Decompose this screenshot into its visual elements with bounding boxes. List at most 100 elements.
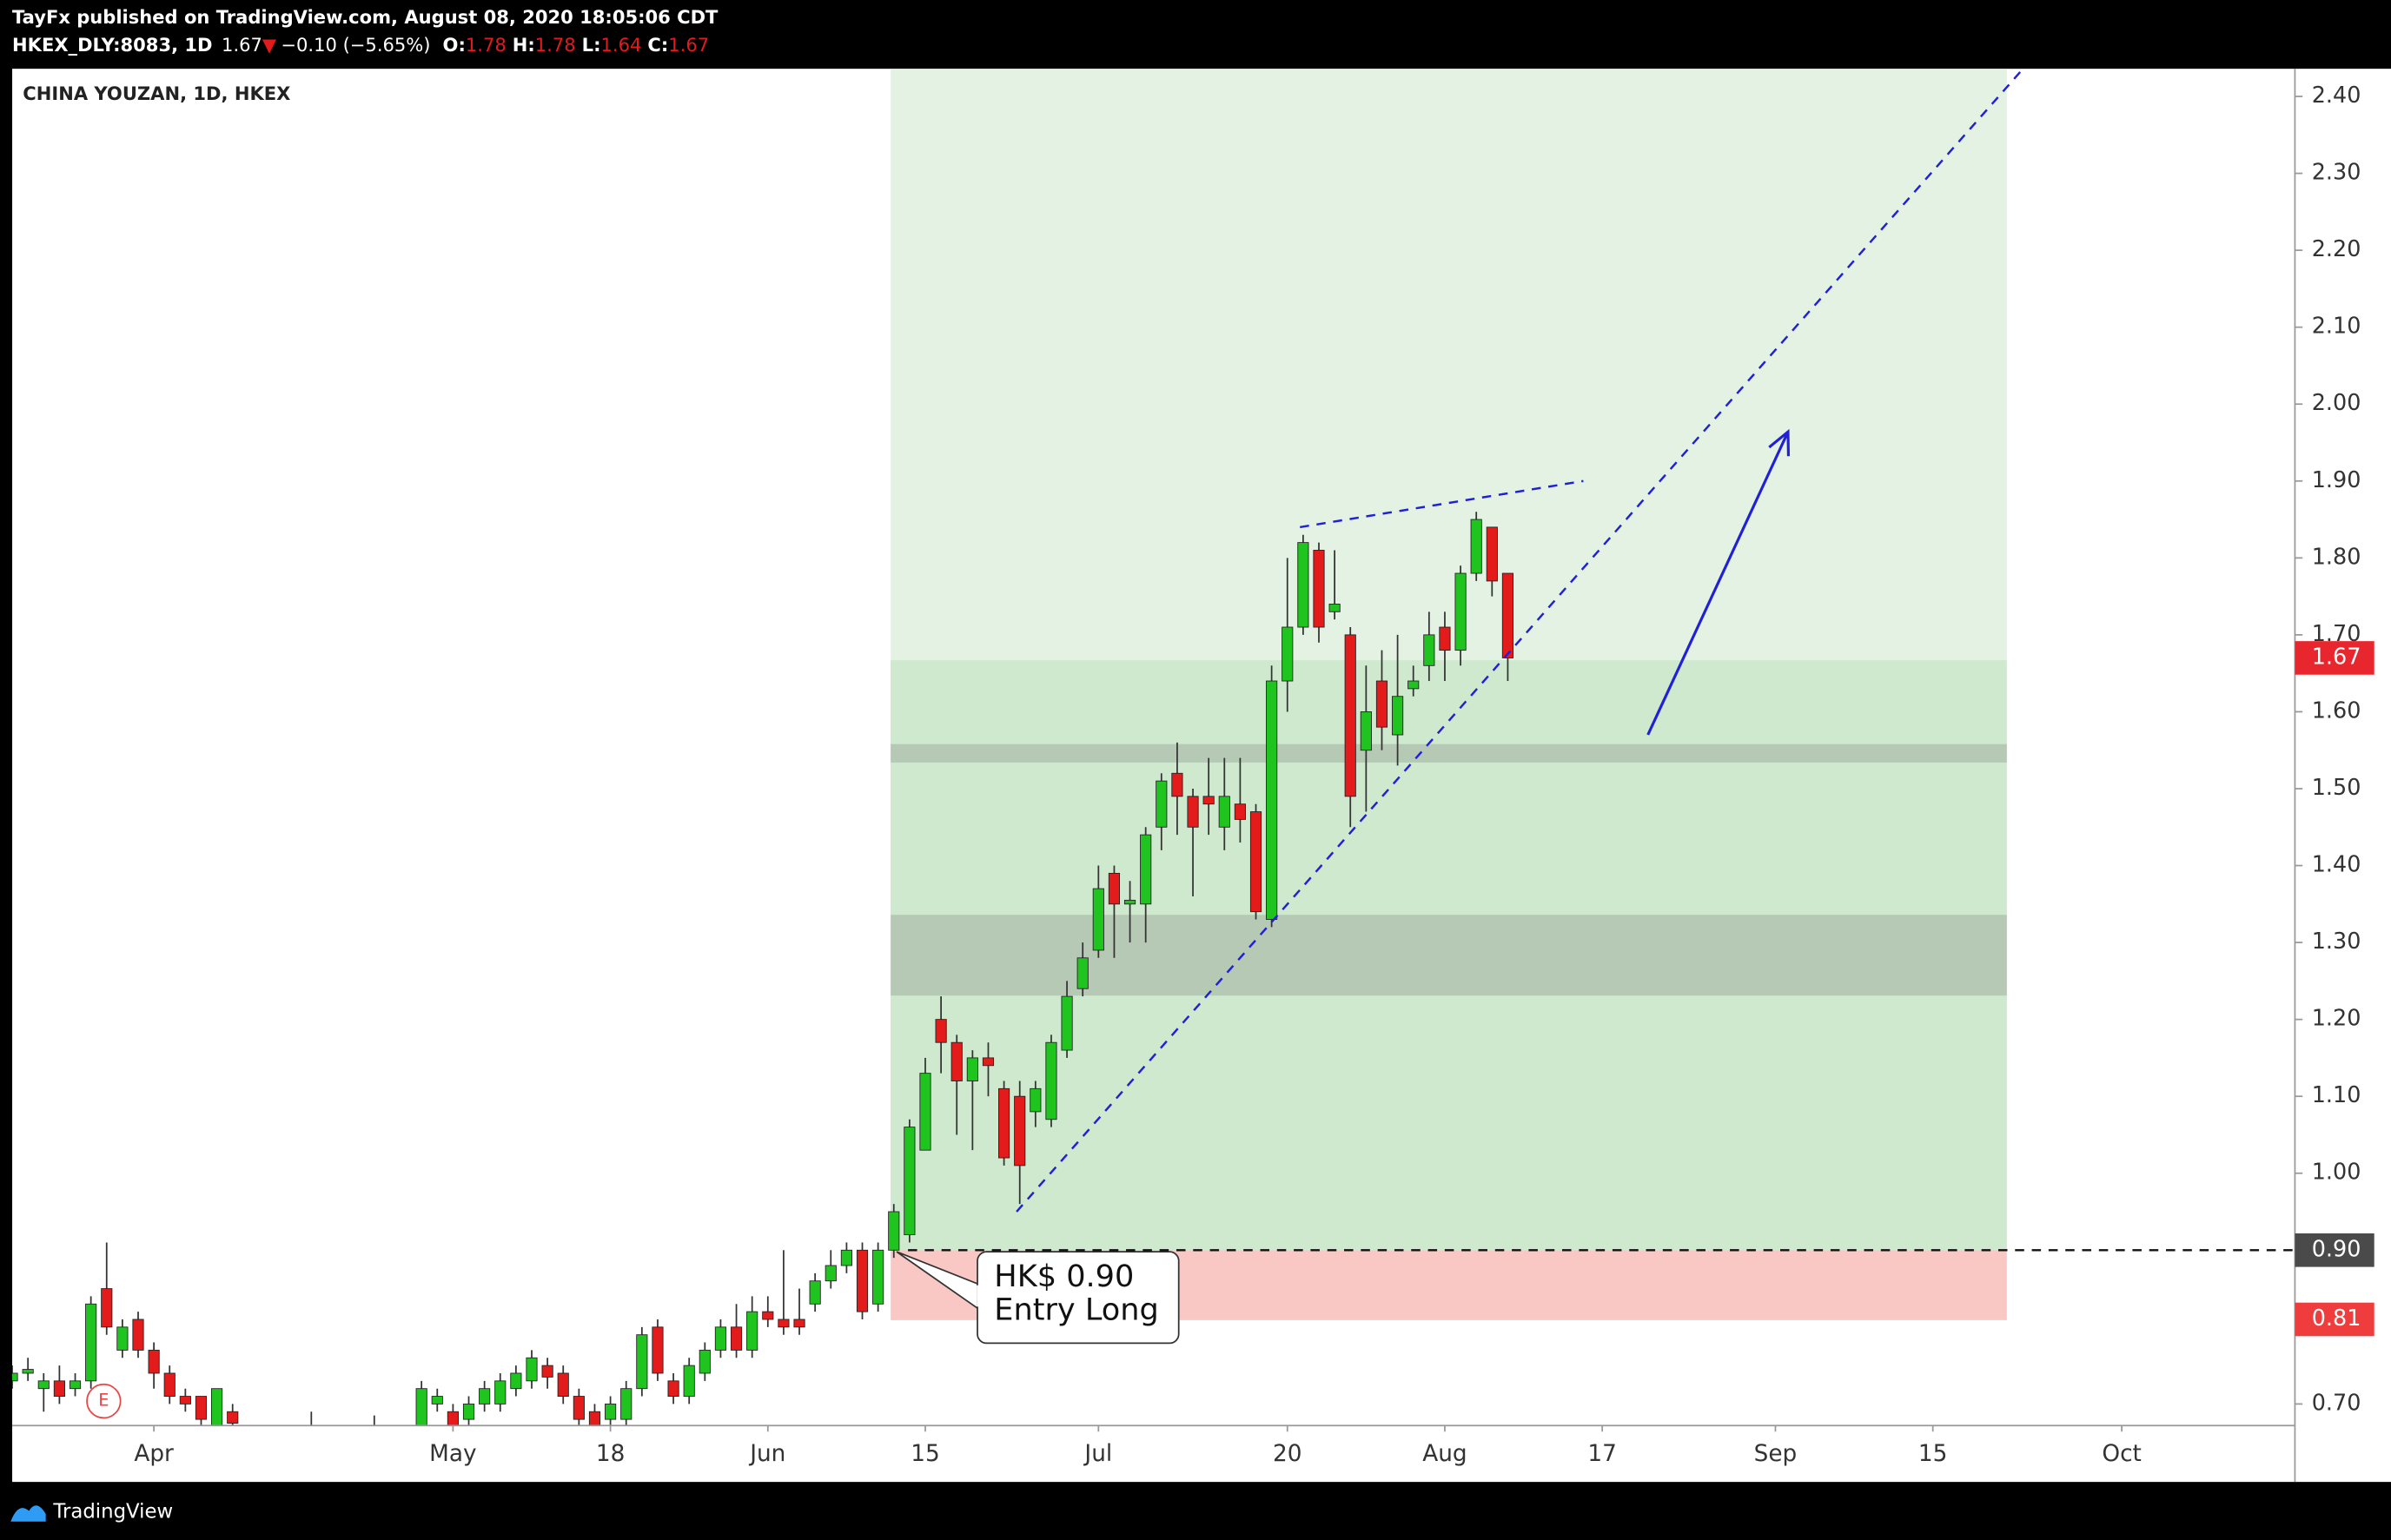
candle-body (22, 1369, 34, 1374)
x-tick-label: Oct (2102, 1441, 2142, 1467)
price-badge (2295, 641, 2374, 675)
candle-body (227, 1411, 239, 1424)
candle-body (1439, 626, 1451, 651)
candle-body (447, 1411, 459, 1426)
x-tick-label: Jun (748, 1441, 785, 1467)
y-tick-label: 2.10 (2312, 313, 2361, 339)
candle-body (1045, 1041, 1057, 1120)
candle-body (762, 1311, 774, 1320)
symbol: HKEX_DLY:8083, 1D (12, 34, 212, 56)
candle-body (699, 1349, 711, 1374)
price-badge-label: 0.90 (2312, 1235, 2361, 1261)
y-tick-label: 1.00 (2312, 1159, 2361, 1185)
x-tick-label: 15 (911, 1441, 939, 1467)
candle-body (1092, 888, 1104, 951)
callout-line: Entry Long (994, 1292, 1158, 1328)
candle-body (1014, 1095, 1026, 1167)
candle-body (179, 1396, 191, 1405)
candle-body (541, 1365, 553, 1378)
candle-body (605, 1403, 617, 1420)
candle-body (462, 1403, 475, 1420)
candle-body (1454, 572, 1467, 651)
x-tick-label: Aug (1422, 1441, 1467, 1467)
change-arrow: ▼ (262, 34, 277, 56)
x-tick-label: 20 (1273, 1441, 1301, 1467)
arrow (1646, 428, 1791, 736)
candle-body (479, 1388, 491, 1405)
candle-body (620, 1388, 633, 1420)
y-tick-label: 1.50 (2312, 774, 2361, 800)
ohlc-key: O: (443, 34, 466, 56)
candle-body (982, 1057, 995, 1067)
symbol-line: HKEX_DLY:8083, 1D 1.67▼ −0.10 (−5.65%) O:1.… (12, 34, 709, 56)
candle-body (588, 1411, 601, 1426)
candle-body (12, 1372, 18, 1382)
trend-line (1300, 479, 1584, 529)
candle-body (1407, 680, 1420, 690)
candle-body (163, 1372, 176, 1397)
candle-body (211, 1388, 223, 1426)
candle-body (793, 1319, 805, 1328)
ohlc-value: 1.67 (668, 34, 709, 56)
candle-body (1249, 811, 1262, 913)
publisher: TayFx published on TradingView.com, Augu… (12, 6, 719, 28)
candle-body (85, 1303, 97, 1382)
ohlc-key: L: (582, 34, 601, 56)
candle-body (714, 1326, 727, 1351)
candle-body (904, 1127, 916, 1236)
candle-body (856, 1249, 869, 1312)
candle-body (950, 1041, 963, 1081)
candle-body (1218, 796, 1230, 828)
x-tick-label: Jul (1083, 1441, 1112, 1467)
candle-body (1375, 680, 1388, 728)
candle-body (116, 1326, 129, 1351)
candle-body (1313, 550, 1325, 628)
y-tick-label: 1.20 (2312, 1005, 2361, 1031)
y-tick-label: 1.90 (2312, 466, 2361, 492)
candle-body (557, 1372, 569, 1397)
callout-line: HK$ 0.90 (994, 1259, 1134, 1294)
candle-body (1344, 634, 1356, 797)
candle-body (667, 1380, 679, 1397)
ohlc-value: 1.78 (466, 34, 507, 56)
ohlc-value: 1.64 (601, 34, 642, 56)
candle-body (494, 1380, 507, 1405)
candle-body (415, 1388, 427, 1426)
ohlc-key: H: (513, 34, 535, 56)
ohlc-key: C: (647, 34, 668, 56)
candle-body (1140, 834, 1152, 905)
candle-body (1123, 899, 1136, 905)
candle-body (1108, 872, 1121, 905)
x-tick-label: Sep (1754, 1441, 1798, 1467)
x-tick-label: 15 (1918, 1441, 1947, 1467)
candle-body (1392, 696, 1404, 736)
y-tick-label: 1.80 (2312, 543, 2361, 569)
x-tick-label: May (429, 1441, 476, 1467)
candle-body (825, 1265, 837, 1282)
ohlc-value: 1.78 (535, 34, 576, 56)
candle-body (573, 1396, 585, 1420)
candle-body (683, 1365, 695, 1397)
x-tick-label: Apr (134, 1441, 174, 1467)
y-tick-label: 1.40 (2312, 851, 2361, 877)
candle-body (431, 1396, 443, 1405)
candle-body (195, 1396, 208, 1420)
candle-body (148, 1349, 160, 1374)
chart-title: CHINA YOUZAN, 1D, HKEX (23, 83, 290, 104)
candle-body (1486, 526, 1498, 582)
price-badge (2295, 1233, 2374, 1267)
plot (12, 69, 2025, 1426)
x-tick-label: 17 (1587, 1441, 1616, 1467)
candle-body (1187, 796, 1199, 828)
candle-body (1423, 634, 1435, 666)
candle-body (1061, 995, 1073, 1051)
logo (10, 1505, 46, 1522)
y-tick-label: 2.30 (2312, 159, 2361, 185)
change: −0.10 (−5.65%) (281, 34, 430, 56)
candle-body (1470, 519, 1482, 574)
candle-body (1234, 803, 1246, 820)
candle-body (1202, 796, 1215, 805)
candle-body (1501, 572, 1514, 658)
